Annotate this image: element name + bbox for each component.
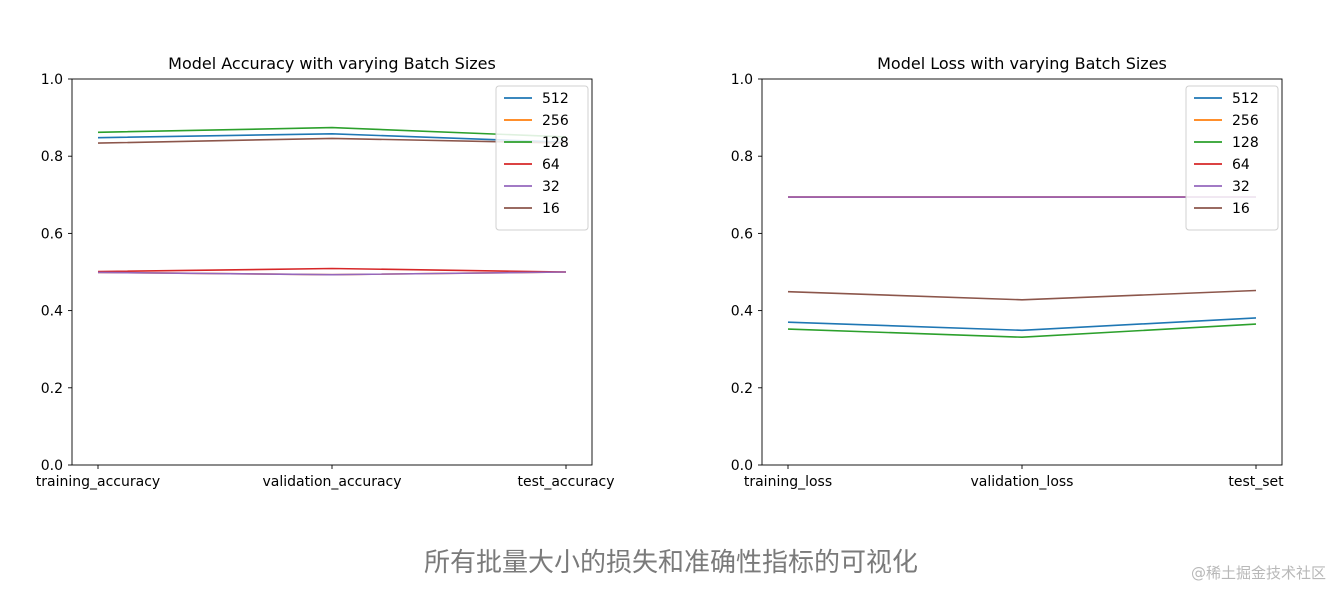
y-tick-label: 0.8 (731, 149, 753, 165)
legend-label-128: 128 (542, 135, 569, 151)
y-tick-label: 1.0 (41, 72, 63, 88)
legend-label-32: 32 (542, 179, 560, 195)
y-tick-label: 0.2 (41, 381, 63, 397)
legend-box (495, 85, 589, 231)
y-tick-label: 0.6 (731, 226, 753, 242)
series-line-16 (97, 137, 567, 144)
chart-0: Model Accuracy with varying Batch Sizes 0… (36, 54, 615, 490)
legend-label-256: 256 (1232, 113, 1259, 129)
x-tick-label: test_set (1228, 474, 1284, 490)
legend-label-128: 128 (1232, 135, 1259, 151)
legend-label-512: 512 (1232, 91, 1259, 107)
legend-label-64: 64 (1232, 157, 1250, 173)
y-tick-label: 0.4 (731, 304, 753, 320)
series-line-512 (787, 317, 1257, 332)
legend-label-16: 16 (1232, 201, 1250, 217)
y-tick-label: 0.0 (41, 458, 63, 474)
series-line-16 (787, 289, 1257, 301)
legend-label-32: 32 (1232, 179, 1250, 195)
y-tick-label: 1.0 (731, 72, 753, 88)
y-tick-label: 0.0 (731, 458, 753, 474)
series-line-64 (97, 267, 567, 273)
x-tick-label: validation_loss (971, 474, 1074, 490)
y-tick-label: 0.8 (41, 149, 63, 165)
figure-caption: 所有批量大小的损失和准确性指标的可视化 (423, 548, 918, 578)
chart-title: Model Accuracy with varying Batch Sizes (168, 54, 496, 73)
series-line-128 (97, 126, 567, 138)
series-line-512 (97, 132, 567, 144)
legend-label-512: 512 (542, 91, 569, 107)
chart-title: Model Loss with varying Batch Sizes (877, 54, 1167, 73)
x-tick-label: training_loss (744, 474, 832, 490)
x-tick-label: training_accuracy (36, 474, 160, 490)
watermark: @稀土掘金技术社区 (1190, 564, 1326, 582)
y-tick-label: 0.6 (41, 226, 63, 242)
legend-box (1185, 85, 1279, 231)
legend-label-64: 64 (542, 157, 560, 173)
y-tick-label: 0.2 (731, 381, 753, 397)
series-line-32 (97, 271, 567, 276)
chart-1: Model Loss with varying Batch Sizes 0.0 0.… (731, 54, 1284, 490)
legend-label-16: 16 (542, 201, 560, 217)
x-tick-label: validation_accuracy (262, 474, 401, 490)
legend-label-256: 256 (542, 113, 569, 129)
series-line-128 (787, 323, 1257, 339)
y-tick-label: 0.4 (41, 304, 63, 320)
x-tick-label: test_accuracy (517, 474, 614, 490)
